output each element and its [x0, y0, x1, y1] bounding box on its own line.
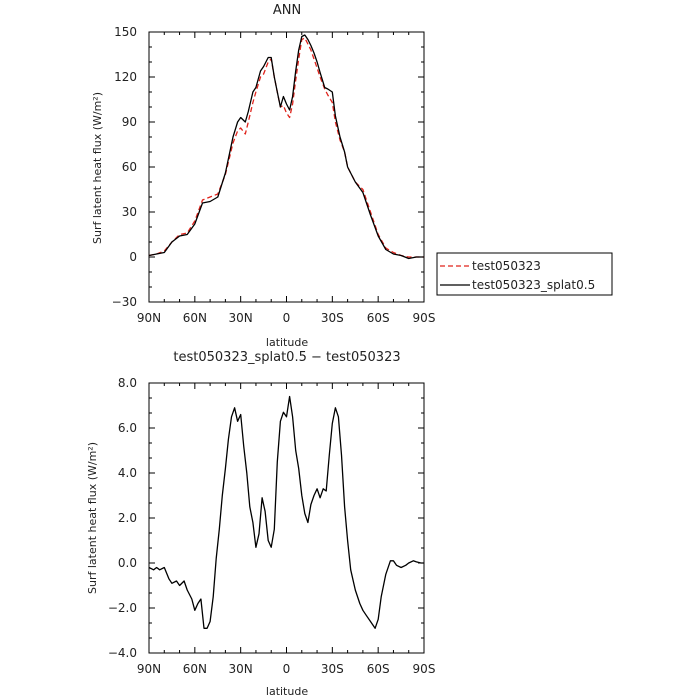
legend-box	[436, 252, 613, 296]
x-tick-label: 30N	[229, 311, 253, 325]
series-line-test050323	[148, 37, 424, 258]
y-tick-label: −4.0	[108, 646, 137, 660]
x-tick-label: 30N	[229, 662, 253, 676]
x-tick-label: 0	[283, 311, 291, 325]
top-chart: ANN latitude Surf latent heat flux (W/m²…	[91, 3, 435, 349]
x-tick-label: 90N	[137, 311, 161, 325]
x-tick-label: 60S	[367, 662, 390, 676]
top-chart-title: ANN	[273, 3, 301, 18]
plot-frame	[148, 382, 425, 654]
bottom-chart-xlabel: latitude	[266, 685, 308, 698]
x-tick-label: 60N	[183, 662, 207, 676]
x-tick-label: 30S	[321, 662, 344, 676]
bottom-chart-title: test050323_splat0.5 − test050323	[173, 350, 400, 365]
y-tick-label: 0.0	[118, 556, 137, 570]
x-tick-label: 90N	[137, 662, 161, 676]
x-tick-label: 90S	[413, 662, 436, 676]
y-tick-label: 8.0	[118, 376, 137, 390]
y-tick-label: 120	[114, 70, 137, 84]
x-tick-label: 90S	[413, 311, 436, 325]
bottom-chart: test050323_splat0.5 − test050323 latitud…	[86, 350, 435, 698]
x-tick-label: 60S	[367, 311, 390, 325]
y-tick-label: −30	[112, 295, 137, 309]
y-tick-label: 0	[129, 250, 137, 264]
y-tick-label: 2.0	[118, 511, 137, 525]
y-tick-label: −2.0	[108, 601, 137, 615]
top-chart-ylabel: Surf latent heat flux (W/m²)	[91, 92, 104, 244]
y-tick-label: 30	[122, 205, 137, 219]
bottom-chart-ylabel: Surf latent heat flux (W/m²)	[86, 442, 99, 594]
series-line-series0	[148, 395, 424, 629]
y-tick-label: 90	[122, 115, 137, 129]
x-tick-label: 30S	[321, 311, 344, 325]
y-tick-label: 6.0	[118, 421, 137, 435]
y-tick-label: 4.0	[118, 466, 137, 480]
y-tick-label: 150	[114, 25, 137, 39]
series-line-test050323_splat0.5	[148, 34, 424, 260]
plot-frame	[148, 31, 425, 303]
x-tick-label: 60N	[183, 311, 207, 325]
legend-label-test050323: test050323	[472, 259, 541, 273]
top-chart-xlabel: latitude	[266, 336, 308, 349]
legend-label-splat: test050323_splat0.5	[472, 278, 595, 292]
y-tick-label: 60	[122, 160, 137, 174]
x-tick-label: 0	[283, 662, 291, 676]
legend: test050323 test050323_splat0.5	[436, 252, 613, 296]
